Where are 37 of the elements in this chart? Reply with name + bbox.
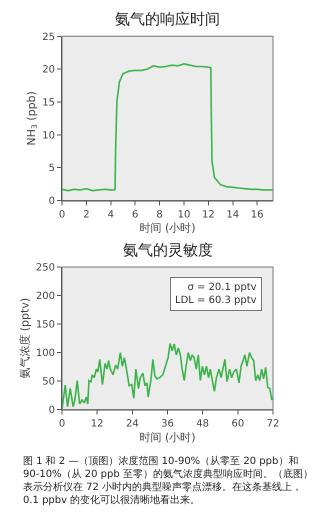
- x-tick-label: 36: [161, 418, 174, 430]
- x-tick-label: 6: [132, 209, 138, 220]
- y-tick-label: 25: [42, 32, 55, 43]
- chart-title: 氨气的响应时间: [115, 10, 220, 28]
- x-tick-label: 0: [58, 209, 66, 220]
- x-tick-label: 48: [196, 418, 210, 430]
- chart-title: 氨气的灵敏度: [123, 241, 213, 259]
- y-tick-label: 50: [42, 376, 55, 388]
- y-tick-label: 15: [42, 97, 55, 108]
- x-tick-label: 12: [90, 418, 104, 430]
- y-tick-label: 20: [42, 64, 55, 76]
- y-tick-label: 200: [36, 290, 55, 302]
- y-tick-label: 0: [48, 196, 55, 207]
- line-series: [62, 63, 273, 192]
- x-tick-label: 16: [250, 209, 264, 220]
- x-tick-label: 2: [83, 209, 90, 220]
- x-tick-label: 14: [226, 209, 240, 220]
- y-axis-title: 氨气浓度 (pptv): [18, 298, 32, 379]
- x-axis-title: 时间 (小时): [139, 430, 196, 444]
- y-tick-label: 10: [42, 130, 55, 142]
- x-tick-label: 8: [156, 209, 163, 220]
- annotation: σ = 20.1 pptv: [188, 282, 257, 293]
- x-tick-label: 0: [58, 418, 66, 430]
- x-tick-label: 12: [202, 209, 215, 220]
- y-tick-label: 0: [48, 405, 55, 416]
- y-tick-label: 150: [36, 320, 55, 331]
- x-tick-label: 60: [231, 418, 244, 430]
- y-tick-label: 100: [36, 348, 55, 360]
- x-axis-title: 时间 (小时): [139, 222, 196, 235]
- x-tick-label: 24: [126, 418, 139, 430]
- y-tick-label: 250: [36, 262, 55, 274]
- x-tick-label: 72: [266, 418, 280, 430]
- caption: 图 1 和 2 —（顶图）浓度范围 10-90%（从零至 20 ppb）和 90-10%（从 20 ppb 至零）的氨气浓度典型响应时间。（底图）表示分析仪在 72 小时内的典型噪声零点漂移。在这条基线上，0.1 ppbv 的变化可以很清晰地看出来。: [23, 455, 313, 506]
- annotation: LDL = 60.3 pptv: [175, 295, 257, 306]
- x-tick-label: 10: [178, 209, 190, 220]
- x-tick-label: 4: [108, 209, 114, 220]
- y-tick-label: 5: [48, 163, 55, 174]
